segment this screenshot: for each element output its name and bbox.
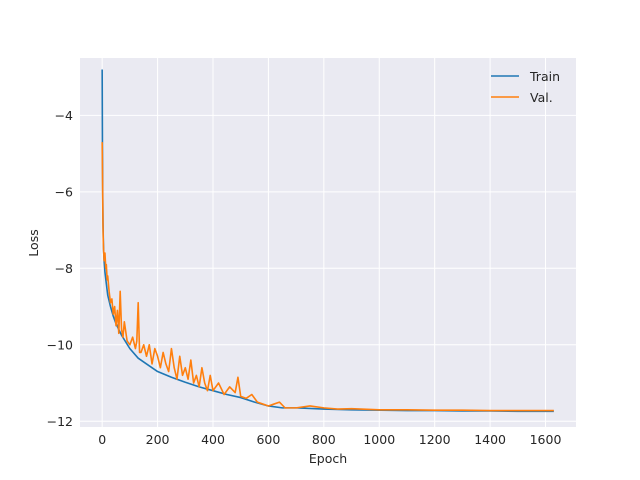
x-axis-label: Epoch <box>309 451 347 466</box>
x-tick-label: 1600 <box>530 432 562 447</box>
x-tick-label: 400 <box>201 432 225 447</box>
x-tick-label: 1400 <box>474 432 506 447</box>
legend-val-label: Val. <box>530 90 553 105</box>
y-tick-label: −6 <box>55 184 73 199</box>
legend-train-label: Train <box>529 69 560 84</box>
series-layer <box>101 69 554 413</box>
y-tick-label: −12 <box>47 414 73 429</box>
legend: Train Val. <box>491 69 560 105</box>
x-tick-label: 200 <box>146 432 170 447</box>
y-tick-labels: −4 −6 −8 −10 −12 <box>47 108 73 429</box>
y-tick-label: −4 <box>55 108 73 123</box>
x-tick-labels: 0 200 400 600 800 1000 1200 1400 1600 <box>98 432 561 447</box>
series-line-val <box>101 142 554 412</box>
x-tick-label: 1000 <box>363 432 395 447</box>
x-tick-label: 800 <box>312 432 336 447</box>
plot-area <box>80 58 576 427</box>
x-tick-label: 600 <box>256 432 280 447</box>
y-tick-label: −8 <box>55 261 73 276</box>
y-axis-label: Loss <box>26 229 41 256</box>
grid-lines <box>80 58 576 427</box>
y-tick-label: −10 <box>47 337 73 352</box>
x-tick-label: 0 <box>98 432 106 447</box>
x-tick-label: 1200 <box>419 432 451 447</box>
